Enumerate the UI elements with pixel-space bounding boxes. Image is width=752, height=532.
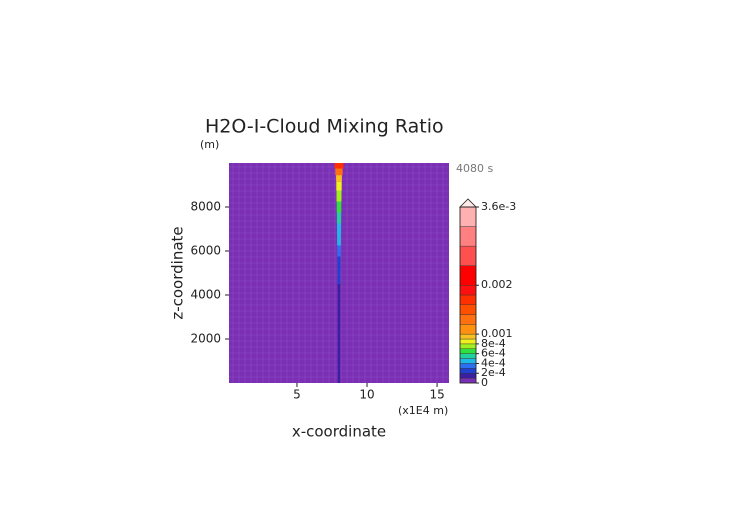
plume-cell bbox=[337, 350, 341, 369]
colorbar-frame bbox=[459, 206, 477, 384]
plume-cell bbox=[336, 201, 342, 213]
x-axis-label: x-coordinate bbox=[292, 423, 386, 441]
colorbar-band bbox=[459, 353, 477, 359]
x-tick-label: 15 bbox=[429, 388, 444, 402]
colorbar-band bbox=[459, 377, 477, 384]
colorbar-band bbox=[459, 333, 477, 340]
colorbar-band bbox=[459, 265, 477, 286]
colorbar-tick-label: 0.001 bbox=[481, 327, 513, 340]
colorbar-tick-label: 3.6e-3 bbox=[481, 200, 516, 213]
x-tick-label: 5 bbox=[293, 388, 301, 402]
colorbar-tick-label: 2e-4 bbox=[481, 366, 506, 379]
y-unit: (m) bbox=[200, 138, 219, 151]
colorbar-band bbox=[459, 338, 477, 345]
chart-title: H2O-I-Cloud Mixing Ratio bbox=[205, 116, 444, 138]
colorbar-tick-label: 0.002 bbox=[481, 278, 513, 291]
x-unit: (x1E4 m) bbox=[398, 404, 448, 417]
plume-cell bbox=[337, 368, 341, 383]
colorbar-band bbox=[459, 368, 477, 374]
y-tick-label: 2000 bbox=[190, 332, 221, 346]
plume-cell bbox=[334, 163, 344, 169]
colorbar-band bbox=[459, 314, 477, 325]
y-axis-label: z-coordinate bbox=[169, 226, 187, 319]
plume-cell bbox=[335, 168, 343, 176]
colorbar-extend bbox=[459, 198, 477, 208]
colorbar-band bbox=[459, 245, 477, 266]
time-label: 4080 s bbox=[456, 162, 493, 175]
colorbar-band bbox=[459, 226, 477, 247]
colorbar-band bbox=[459, 294, 477, 305]
plume-cell bbox=[337, 267, 341, 284]
colorbar-band bbox=[459, 363, 477, 369]
colorbar-band bbox=[459, 358, 477, 364]
x-tick-label: 10 bbox=[359, 388, 374, 402]
plume-cell bbox=[336, 212, 342, 224]
plume-cell bbox=[337, 234, 341, 246]
y-tick-label: 4000 bbox=[190, 288, 221, 302]
colorbar-band bbox=[459, 348, 477, 354]
colorbar-tick-label: 0 bbox=[481, 376, 488, 389]
plume-cell bbox=[337, 223, 341, 235]
plume-cell bbox=[337, 284, 341, 306]
colorbar-tick-label: 8e-4 bbox=[481, 337, 506, 350]
plume-cell bbox=[337, 256, 341, 268]
plume-cell bbox=[336, 190, 342, 202]
colorbar-tick-label: 4e-4 bbox=[481, 356, 506, 369]
colorbar-band bbox=[459, 285, 477, 296]
colorbar-band bbox=[459, 206, 477, 227]
plume-cell bbox=[337, 328, 341, 350]
plume-cell bbox=[337, 245, 341, 257]
plume-cell bbox=[336, 175, 342, 182]
colorbar-band bbox=[459, 324, 477, 335]
y-tick-label: 6000 bbox=[190, 244, 221, 258]
y-tick-label: 8000 bbox=[190, 200, 221, 214]
colorbar-band bbox=[459, 304, 477, 315]
plume-cell bbox=[337, 306, 341, 328]
colorbar-tick-label: 6e-4 bbox=[481, 347, 506, 360]
colorbar-band bbox=[459, 373, 477, 379]
plume-cell bbox=[336, 181, 342, 191]
colorbar-band bbox=[459, 343, 477, 349]
